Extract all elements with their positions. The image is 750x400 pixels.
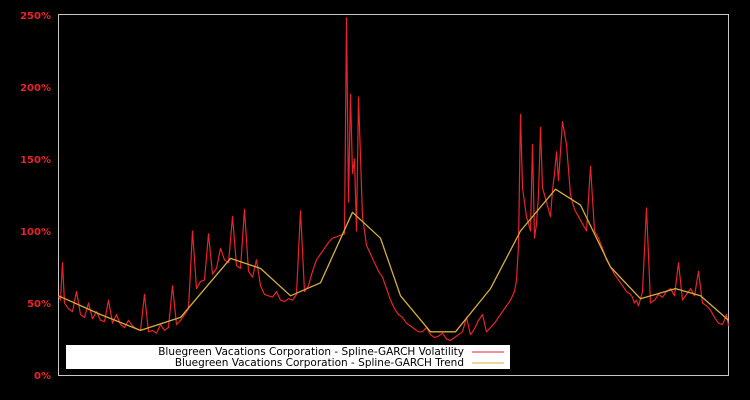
y-tick-label: 0% [34,371,51,382]
y-tick-label: 250% [20,11,51,22]
legend-box [66,345,510,369]
plot-frame [58,14,729,376]
legend-label-trend: Bluegreen Vacations Corporation - Spline… [175,357,464,369]
y-tick-label: 100% [20,227,51,238]
legend-label-volatility: Bluegreen Vacations Corporation - Spline… [158,346,464,358]
y-tick-label: 50% [27,299,51,310]
y-axis: 0% 50% 100% 150% 200% 250% [20,11,51,382]
volatility-line [57,17,730,341]
y-tick-label: 200% [20,83,51,94]
series-layer [57,17,730,341]
y-tick-label: 150% [20,155,51,166]
legend: Bluegreen Vacations Corporation - Spline… [66,345,510,369]
trend-line [58,188,729,333]
